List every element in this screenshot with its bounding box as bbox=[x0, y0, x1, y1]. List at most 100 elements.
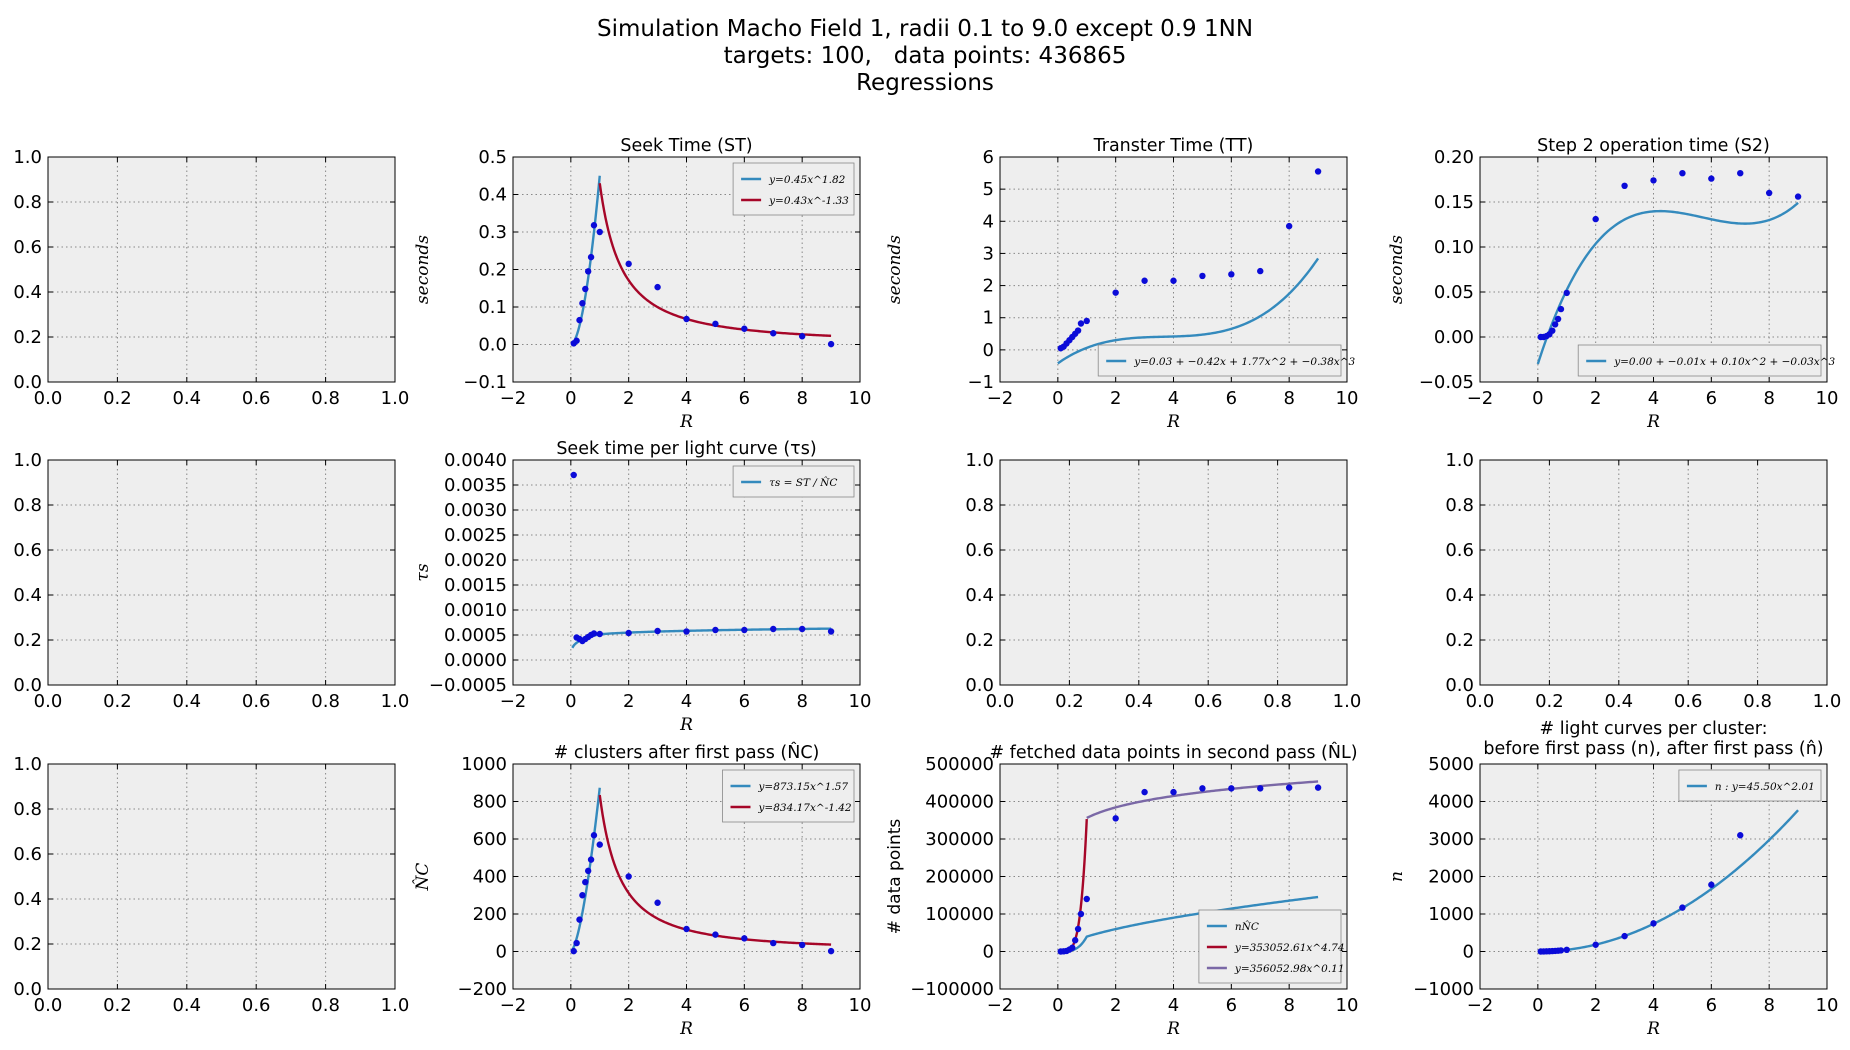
data-point bbox=[741, 325, 748, 332]
y-tick-label: 200000 bbox=[925, 867, 994, 888]
data-point bbox=[741, 935, 748, 942]
y-tick-label: 0.0 bbox=[13, 675, 42, 696]
x-tick-label: 10 bbox=[1816, 388, 1839, 409]
data-point bbox=[770, 625, 777, 633]
y-tick-label: 200 bbox=[473, 904, 507, 925]
legend-box bbox=[732, 162, 855, 216]
series-line-0 bbox=[1536, 201, 1799, 365]
y-tick-label: 1.0 bbox=[13, 147, 42, 168]
y-tick-label: 0.0015 bbox=[444, 575, 507, 596]
data-point bbox=[1563, 289, 1570, 297]
legend-entry: nN̂C bbox=[1235, 920, 1259, 933]
x-tick-label: 0.2 bbox=[1535, 691, 1564, 712]
x-tick-label: 6 bbox=[1706, 388, 1717, 409]
data-point bbox=[1199, 272, 1206, 280]
x-tick-label: 8 bbox=[1763, 388, 1774, 409]
legend: y=0.00 + −0.01x + 0.10x^2 + −0.03x^3 bbox=[1577, 344, 1836, 377]
x-tick-label: 1.0 bbox=[1333, 691, 1362, 712]
y-tick-label: 0.8 bbox=[965, 495, 994, 516]
x-tick-label: 6 bbox=[739, 995, 750, 1016]
x-tick-label: −2 bbox=[987, 995, 1014, 1016]
data-point bbox=[770, 939, 777, 947]
plot-content bbox=[1537, 809, 1799, 955]
y-tick-label: 0.6 bbox=[13, 237, 42, 258]
x-tick-label: 0.8 bbox=[1743, 691, 1772, 712]
x-tick-label: 10 bbox=[849, 995, 872, 1016]
data-point bbox=[582, 285, 589, 293]
data-point bbox=[1679, 170, 1686, 177]
y-axis-label: seconds bbox=[885, 235, 905, 304]
data-point bbox=[1765, 189, 1773, 197]
data-point bbox=[1737, 170, 1744, 177]
legend: y=873.15x^1.57 y=834.17x^-1.42 bbox=[722, 769, 855, 823]
y-tick-label: 0.5 bbox=[478, 147, 507, 168]
x-tick-label: −2 bbox=[1467, 388, 1494, 409]
data-point bbox=[1737, 832, 1744, 839]
legend: n : y=45.50x^2.01 bbox=[1678, 769, 1822, 802]
data-point bbox=[827, 947, 835, 955]
x-tick-label: 0 bbox=[1532, 995, 1543, 1016]
plot-frame bbox=[512, 763, 861, 990]
x-tick-label: 0 bbox=[1052, 388, 1063, 409]
y-tick-label: −200 bbox=[458, 979, 507, 1000]
data-point bbox=[1071, 937, 1079, 944]
y-tick-label: 0.8 bbox=[1445, 495, 1474, 516]
y-tick-label: −0.0005 bbox=[429, 675, 507, 696]
data-point bbox=[798, 941, 806, 949]
data-point bbox=[1285, 784, 1293, 791]
y-tick-label: 0.8 bbox=[13, 192, 42, 213]
y-tick-label: 300000 bbox=[925, 829, 994, 850]
panel-title: Step 2 operation time (S2) bbox=[1537, 136, 1770, 156]
data-point bbox=[712, 931, 719, 938]
plot-frame bbox=[1479, 459, 1828, 686]
x-tick-label: 0 bbox=[565, 995, 576, 1016]
subplot-fetched-points: −2 0 2 4 6 8 10 −100000 0 100000 200000 300000 40000… bbox=[885, 742, 1358, 1039]
x-tick-label: 0.4 bbox=[1124, 691, 1153, 712]
data-point bbox=[1141, 788, 1148, 796]
legend-box bbox=[722, 769, 855, 823]
y-tick-label: 0.2 bbox=[1445, 630, 1474, 651]
data-point bbox=[1650, 177, 1657, 184]
plot-content bbox=[570, 787, 835, 955]
data-point bbox=[1592, 941, 1599, 948]
data-point bbox=[1314, 168, 1322, 175]
y-tick-label: 0.6 bbox=[13, 844, 42, 865]
legend-entry: y=873.15x^1.57 bbox=[758, 781, 849, 793]
figure-title-line-2: targets: 100, data points: 436865 bbox=[723, 43, 1127, 69]
x-tick-label: 6 bbox=[739, 691, 750, 712]
y-tick-label: 0.8 bbox=[13, 799, 42, 820]
y-tick-label: 5000 bbox=[1428, 754, 1474, 775]
data-point bbox=[798, 625, 806, 633]
subplot-curves-per-cluster: −2 0 2 4 6 8 10 −1000 0 1000 2000 3000 4000 5000 # lig… bbox=[1387, 719, 1838, 1039]
legend: y=0.03 + −0.42x + 1.77x^2 + −0.38x^3 bbox=[1097, 344, 1356, 377]
data-point bbox=[625, 873, 632, 880]
x-tick-label: 0.0 bbox=[34, 388, 63, 409]
data-point bbox=[1257, 785, 1264, 792]
x-tick-label: 8 bbox=[796, 691, 807, 712]
y-tick-label: 0.4 bbox=[965, 585, 994, 606]
y-tick-label: 0 bbox=[983, 942, 994, 963]
panel-title: # clusters after first pass (N̂C) bbox=[554, 742, 820, 763]
subplot-seek-per-curve: −2 0 2 4 6 8 10 −0.0005 0.0000 0.0005 0.0010 0.0015… bbox=[413, 439, 871, 735]
y-tick-label: 0.0010 bbox=[444, 600, 507, 621]
x-tick-label: 0.0 bbox=[34, 995, 63, 1016]
data-point bbox=[579, 300, 586, 307]
y-tick-label: 0.0005 bbox=[444, 625, 507, 646]
y-tick-label: −1 bbox=[967, 372, 994, 393]
x-tick-label: 0.8 bbox=[1263, 691, 1292, 712]
y-tick-label: 0.6 bbox=[965, 540, 994, 561]
x-tick-label: 0.4 bbox=[172, 388, 201, 409]
data-point bbox=[1170, 788, 1177, 796]
subplot-empty-r2c1: 0.0 0.2 0.4 0.6 0.8 1.0 0.0 0.2 0.4 0.6 0.8 1.0 bbox=[13, 450, 409, 712]
y-tick-label: 1.0 bbox=[13, 754, 42, 775]
plot-frame bbox=[512, 459, 861, 686]
x-tick-label: 0.6 bbox=[242, 388, 271, 409]
data-point bbox=[1141, 277, 1148, 284]
x-tick-label: 2 bbox=[1110, 995, 1121, 1016]
x-tick-label: 0.6 bbox=[1194, 691, 1223, 712]
subplot-empty-r2c3: 0.0 0.2 0.4 0.6 0.8 1.0 0.0 0.2 0.4 0.6 0.8 1.0 bbox=[965, 450, 1361, 712]
series-line-0 bbox=[571, 787, 601, 951]
data-point bbox=[683, 628, 690, 635]
y-axis-label: # data points bbox=[885, 819, 905, 935]
y-tick-label: 0.20 bbox=[1434, 147, 1474, 168]
